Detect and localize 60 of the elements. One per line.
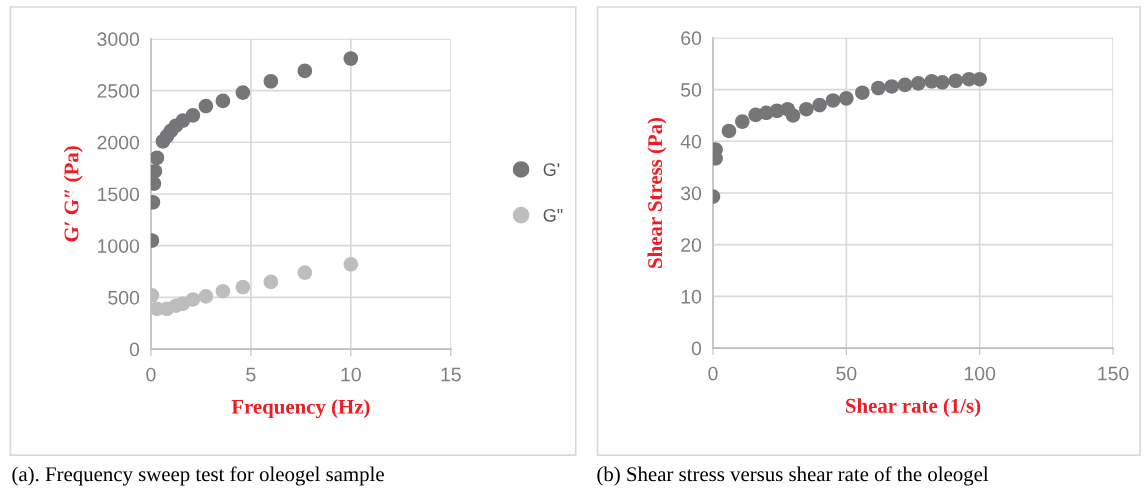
point: [721, 123, 737, 139]
y-tick-label: 1500: [98, 187, 140, 202]
point: [799, 101, 814, 117]
point: [198, 289, 214, 304]
point: [812, 97, 827, 113]
y-tick-label: 2500: [97, 84, 140, 98]
point: [735, 114, 750, 129]
y-tick-label: 20: [681, 238, 702, 252]
point: [897, 77, 913, 93]
point: [343, 257, 359, 272]
point: [785, 108, 801, 123]
x-axis-title: Frequency (Hz): [231, 399, 370, 419]
point: [215, 283, 231, 299]
point: [297, 265, 313, 280]
point: [825, 93, 841, 108]
y-tick-label: 3000: [97, 32, 140, 47]
x-axis-title: Shear rate (1/s): [846, 398, 981, 418]
y-tick-label: 0: [129, 342, 140, 357]
point: [855, 85, 870, 100]
point: [297, 63, 313, 79]
y-tick-label: 500: [108, 290, 140, 305]
point: [235, 279, 251, 295]
y-tick-label: 10: [681, 289, 702, 304]
x-tick-label: 0: [146, 367, 156, 382]
y-tick-label: 2000: [97, 135, 140, 150]
text: (a). Frequency sweep test for oleogel sample: [12, 466, 384, 486]
x-tick-label: 10: [341, 367, 361, 382]
point: [235, 85, 251, 100]
point: [150, 150, 165, 166]
point: [198, 98, 214, 114]
x-tick-label: 0: [708, 366, 718, 381]
x-tick-label: 15: [441, 367, 461, 382]
point: [972, 71, 987, 87]
y-tick-label: 60: [681, 31, 702, 46]
x-tick-label: 150: [1098, 366, 1129, 381]
point: [263, 274, 279, 290]
point: [263, 73, 279, 89]
y-tick-label: 30: [680, 186, 702, 201]
x-tick-label: 5: [246, 367, 256, 382]
y-tick-label: 40: [680, 134, 702, 149]
point: [871, 80, 886, 96]
point: [839, 91, 854, 106]
point: [911, 76, 926, 91]
y-tick-label: 0: [691, 341, 702, 356]
point: [185, 108, 201, 123]
text: (b) Shear stress versus shear rate of the oleogel: [597, 466, 989, 486]
x-tick-label: 100: [964, 366, 996, 381]
legend-label: G": [543, 208, 563, 222]
point: [884, 79, 899, 94]
y-axis-title: Shear Stress (Pa): [647, 117, 667, 268]
point: [185, 292, 201, 307]
point: [948, 73, 963, 89]
point: [935, 75, 950, 90]
legend-label: G': [543, 163, 560, 176]
point: [343, 51, 359, 66]
y-tick-label: 50: [681, 83, 702, 97]
x-tick-label: 50: [836, 366, 857, 381]
y-axis-title: G′ G″ (Pa): [63, 146, 83, 242]
point: [215, 93, 231, 109]
y-tick-label: 1000: [98, 239, 140, 253]
